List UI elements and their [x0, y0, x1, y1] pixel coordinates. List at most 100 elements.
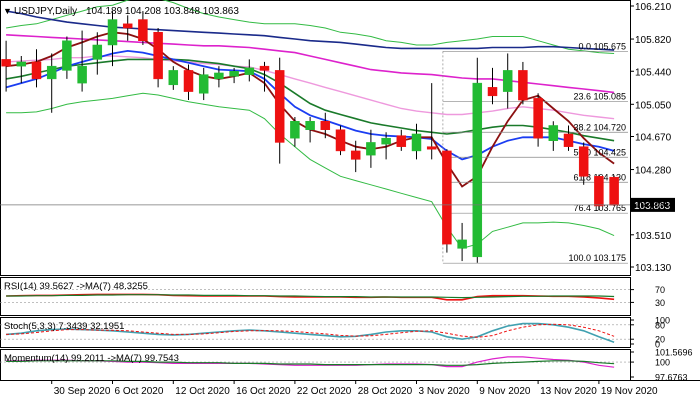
moving-average-pink-line — [6, 55, 615, 120]
time-tick-label: 9 Nov 2020 — [479, 386, 531, 397]
main-price-panel: 0.0 105.675 23.6 105.085 38.2 104.720 50.0 … — [0, 0, 630, 264]
bullish-candle — [290, 120, 300, 139]
bearish-candle — [122, 23, 133, 29]
header-arrow-icon: ▼ — [3, 6, 12, 16]
rsi-tick-label: 30 — [655, 298, 665, 308]
bullish-candle — [168, 70, 179, 86]
bullish-candle — [381, 137, 391, 145]
price-tick-label: 104.670 — [635, 133, 672, 144]
bullish-candle — [107, 19, 118, 46]
current-price-tag — [631, 197, 675, 212]
fibonacci-level-label: 100.0 103.175 — [568, 253, 626, 263]
bearish-candle — [578, 146, 589, 177]
bearish-candle — [563, 133, 574, 147]
fibonacci-level-label: 38.2 104.720 — [573, 122, 626, 132]
bullish-candle — [472, 82, 483, 258]
bearish-candle — [442, 150, 452, 245]
symbol-label: USDJPY,Daily — [14, 6, 77, 17]
time-tick-label: 6 Oct 2020 — [115, 386, 164, 397]
bearish-candle — [396, 135, 407, 147]
rsi-tick-label: 70 — [655, 285, 665, 295]
bullish-candle — [411, 133, 422, 152]
bearish-candle — [138, 19, 148, 41]
price-tick-label: 106.210 — [635, 2, 672, 13]
bullish-candle — [548, 125, 559, 141]
bollinger-upper-line — [6, 0, 615, 54]
bearish-candle — [594, 176, 604, 207]
momentum-title: Momentum(14) 99.2011 ->MA(7) 99.7543 — [4, 353, 179, 364]
bearish-candle — [274, 70, 285, 143]
ohlc-values: 104.189 104.208 103.848 103.863 — [86, 6, 239, 17]
bearish-candle — [259, 65, 270, 71]
bullish-candle — [92, 44, 103, 60]
fibonacci-level-label: 23.6 105.085 — [573, 91, 626, 101]
price-tick-label: 103.510 — [635, 231, 672, 242]
bearish-candle — [487, 87, 498, 97]
bullish-candle — [366, 142, 376, 156]
current-price-label: 103.863 — [634, 201, 671, 212]
bullish-candle — [198, 74, 209, 94]
bearish-candle — [350, 150, 361, 160]
stoch-tick-label: 20 — [655, 335, 665, 345]
stoch-tick-label: 0 — [655, 340, 660, 350]
bullish-candle — [457, 239, 467, 249]
time-tick-label: 13 Nov 2020 — [540, 386, 597, 397]
momentum-tick-label: 101.5696 — [655, 348, 693, 358]
time-tick-label: 30 Sep 2020 — [54, 386, 111, 397]
stoch-tick-label: 100 — [655, 316, 670, 326]
panel-frames — [0, 0, 700, 381]
time-tick-label: 19 Nov 2020 — [601, 386, 658, 397]
chart-header: ▼ USDJPY,Daily 104.189 104.208 103.848 1… — [3, 6, 239, 17]
moving-average-magenta-line — [6, 34, 615, 94]
bullish-candle — [229, 71, 239, 77]
time-tick-label: 12 Oct 2020 — [175, 386, 230, 397]
bearish-candle — [335, 129, 346, 152]
rsi-series-line — [6, 294, 615, 299]
bullish-candle — [214, 72, 224, 80]
bearish-candle — [1, 59, 11, 67]
price-tick-label: 103.130 — [635, 263, 672, 274]
price-tick-label: 104.280 — [635, 166, 672, 177]
bullish-candle — [305, 120, 315, 130]
bearish-candle — [320, 120, 331, 130]
bearish-candle — [426, 146, 437, 150]
stoch-panel-border — [0, 317, 631, 348]
bullish-candle — [16, 61, 27, 67]
price-axis: 103.863 106.210 105.820 105.440 105.050 104.6… — [630, 2, 675, 274]
moving-average-navy-line — [5, 10, 615, 51]
rsi-title: RSI(14) 39.5627 ->MA(7) 48.3255 — [4, 281, 148, 292]
price-tick-label: 103.890 — [635, 199, 672, 210]
fibonacci-level-label: 0.0 105.675 — [578, 41, 626, 51]
main-panel-border — [0, 0, 631, 276]
time-tick-label: 22 Oct 2020 — [297, 386, 352, 397]
momentum-tick-label: 100 — [655, 358, 670, 368]
momentum-tick-label: 97.6763 — [655, 373, 688, 383]
bearish-candle — [153, 32, 163, 80]
fibonacci-level-label: 76.4 103.765 — [573, 203, 626, 213]
moving-average-blue-line — [5, 49, 615, 161]
bearish-candle — [183, 70, 194, 92]
bullish-candle — [77, 65, 87, 84]
bearish-candle — [31, 61, 42, 80]
bullish-candle — [244, 67, 255, 75]
time-tick-label: 28 Oct 2020 — [358, 386, 413, 397]
stoch-tick-label: 80 — [655, 320, 665, 330]
momentum-series-line — [6, 360, 615, 366]
bullish-candle — [502, 70, 513, 92]
indicator-panels: RSI(14) 39.5627 ->MA(7) 48.3255 70 30 Stoch… — [0, 281, 693, 383]
bullish-candle — [62, 40, 72, 71]
time-tick-label: 16 Oct 2020 — [236, 386, 291, 397]
time-axis: 30 Sep 2020 6 Oct 2020 12 Oct 2020 16 Oct 2… — [51, 380, 658, 397]
rsi-panel-border — [0, 277, 631, 316]
fibonacci-level-label: 50.0 104.425 — [573, 147, 626, 157]
time-tick-label: 3 Nov 2020 — [419, 386, 471, 397]
bollinger-lower-line — [6, 92, 615, 249]
price-tick-label: 105.440 — [635, 67, 672, 78]
bearish-candle — [518, 70, 528, 101]
stoch-title: Stoch(5,3,3) 7.3439 32.1951 — [4, 321, 124, 332]
price-tick-label: 105.050 — [635, 100, 672, 111]
price-tick-label: 105.820 — [635, 35, 672, 46]
moving-average-green-line — [5, 58, 615, 142]
bullish-candle — [46, 65, 57, 80]
